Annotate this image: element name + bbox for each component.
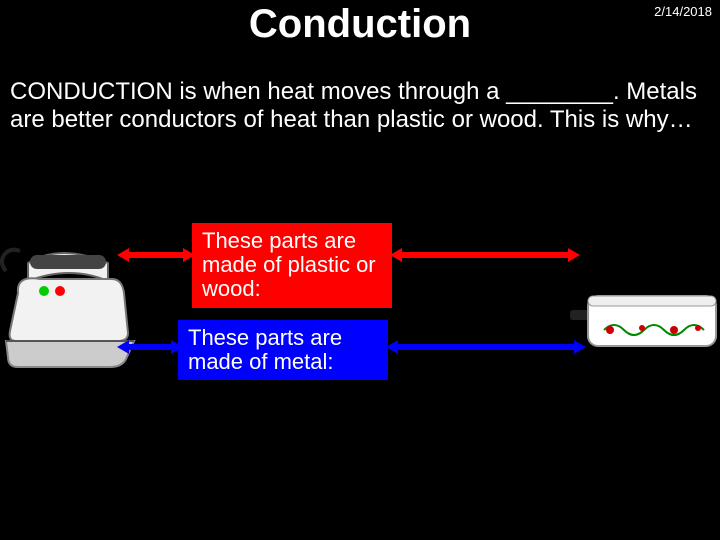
- callout-metal: These parts are made of metal:: [178, 320, 388, 380]
- body-text: CONDUCTION is when heat moves through a …: [10, 78, 710, 133]
- arrow-red-right: [390, 248, 580, 262]
- callout-plastic: These parts are made of plastic or wood:: [192, 223, 392, 308]
- arrow-red-left: [117, 248, 195, 262]
- pan-illustration: [570, 282, 720, 360]
- iron-illustration: [0, 245, 140, 375]
- arrow-blue-right: [386, 340, 586, 354]
- arrow-blue-left: [117, 340, 183, 354]
- slide-title: Conduction: [0, 2, 720, 47]
- slide-date: 2/14/2018: [654, 4, 712, 19]
